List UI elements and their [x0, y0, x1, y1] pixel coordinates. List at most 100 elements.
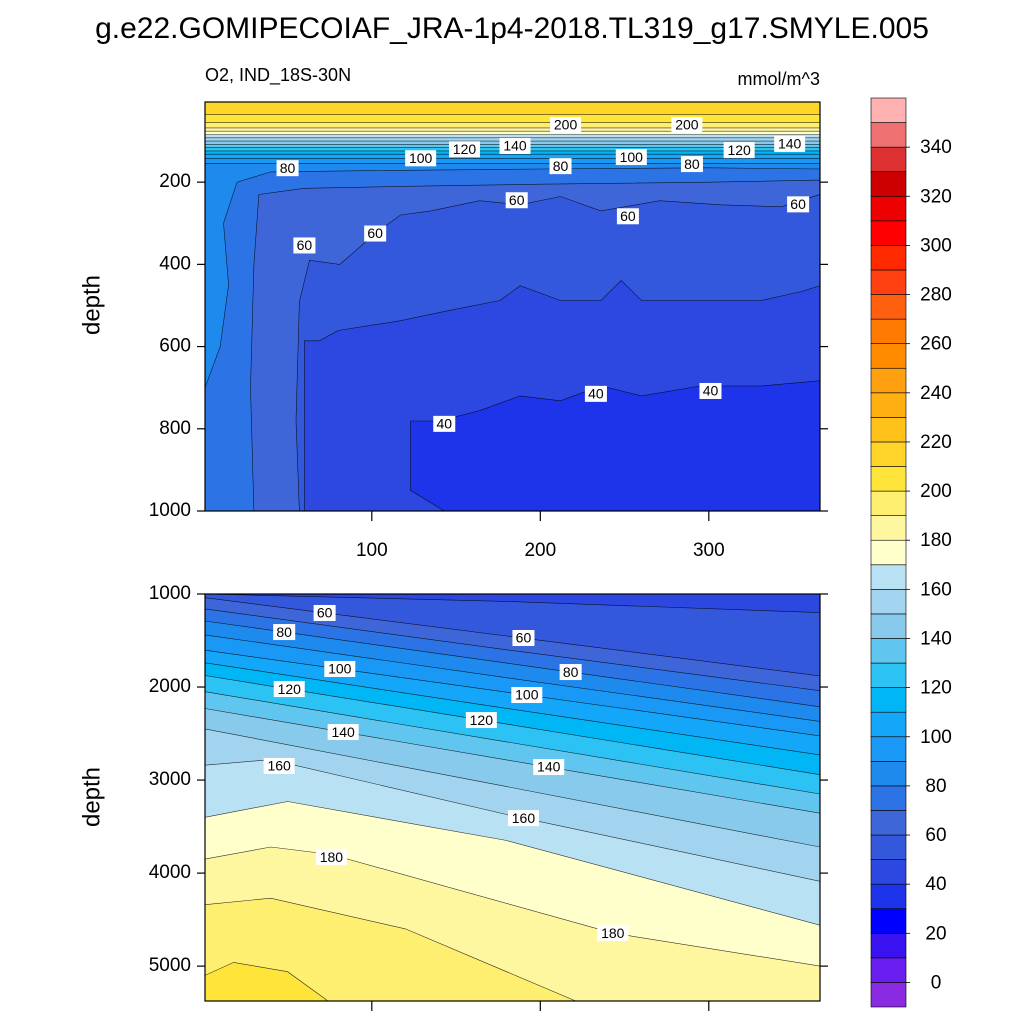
y-axis-label: depth: [78, 275, 105, 335]
contour-label: 60: [297, 237, 313, 253]
y-tick-label: 800: [159, 418, 191, 439]
colorbar-box: [870, 834, 907, 860]
colorbar-tick-label: 340: [920, 137, 952, 158]
colorbar-tick-label: 180: [920, 530, 952, 551]
colorbar-tick-label: 60: [925, 825, 946, 846]
contour-label-box: [597, 925, 629, 942]
contour-label: 100: [515, 687, 539, 703]
contour-label: 180: [320, 849, 344, 865]
colorbar-box: [870, 736, 907, 762]
contour-line: [205, 649, 820, 737]
contour-label: 140: [503, 138, 527, 154]
contour-label: 120: [278, 681, 302, 697]
contour-label-box: [584, 385, 607, 402]
y-tick-label: 2000: [149, 676, 191, 697]
y-tick-label: 400: [159, 253, 191, 274]
colorbar-box: [870, 687, 907, 713]
subtitle-left: O2, IND_18S-30N: [205, 65, 351, 86]
contour-line: [250, 179, 820, 511]
colorbar-box: [870, 957, 907, 983]
contour-label-box: [263, 758, 295, 775]
contour-label: 100: [409, 150, 433, 166]
colorbar-tick-label: 280: [920, 285, 952, 306]
colorbar-box: [870, 589, 907, 615]
contour-label-box: [273, 624, 296, 641]
contour-label: 60: [317, 605, 333, 621]
contour-label-box: [533, 759, 565, 776]
y-tick-label: 5000: [149, 955, 191, 976]
colorbar-box: [870, 761, 907, 787]
contour-label-box: [511, 687, 543, 704]
contour-label: 120: [470, 712, 494, 728]
colorbar-box: [870, 564, 907, 590]
contour-label: 60: [509, 192, 525, 208]
colorbar-tick-label: 120: [920, 678, 952, 699]
contour-label: 60: [367, 225, 383, 241]
colorbar-box: [870, 269, 907, 295]
colorbar-box: [870, 908, 907, 934]
contour-label: 80: [280, 160, 296, 176]
contour-label-box: [499, 137, 531, 154]
contour-label-box: [549, 158, 572, 175]
contour-label: 100: [328, 661, 352, 677]
contour-label-box: [774, 135, 806, 152]
contour-label-box: [465, 712, 497, 729]
y-tick-label: 200: [159, 171, 191, 192]
contour-label-box: [273, 681, 305, 698]
colorbar-box: [870, 171, 907, 197]
contour-label-box: [680, 156, 703, 173]
y-tick-label: 1000: [149, 583, 191, 604]
y-axis-label: depth: [78, 767, 105, 827]
colorbar-box: [870, 392, 907, 418]
colorbar-box: [870, 146, 907, 173]
y-tick-label: 600: [159, 336, 191, 357]
contour-line: [304, 279, 820, 511]
contour-label: 180: [601, 925, 625, 941]
colorbar-box: [870, 245, 907, 271]
colorbar-box: [870, 662, 907, 688]
y-tick-label: 3000: [149, 769, 191, 790]
contour-label: 100: [620, 149, 644, 165]
colorbar-box: [870, 122, 907, 148]
contour-label-box: [616, 208, 639, 225]
contour-label-box: [293, 237, 316, 254]
contour-label-box: [559, 664, 582, 681]
contour-label-box: [699, 382, 722, 399]
colorbar-box: [870, 417, 907, 443]
contour-label-box: [512, 630, 535, 647]
contour-label-box: [550, 117, 582, 134]
contour-fill: [205, 962, 328, 1001]
contour-label: 120: [727, 142, 751, 158]
contour-line: [205, 759, 820, 882]
x-tick-label: 200: [524, 540, 556, 561]
colorbar-tick-label: 200: [920, 481, 952, 502]
contour-line: [205, 167, 820, 511]
colorbar-box: [870, 515, 907, 541]
colorbar-tick-label: 80: [925, 776, 946, 797]
contour-label: 200: [675, 117, 699, 133]
contour-label-box: [364, 225, 387, 242]
contour-label-box: [448, 141, 480, 158]
colorbar-tick-label: 20: [925, 923, 946, 944]
colorbar-tick-label: 300: [920, 235, 952, 256]
colorbar-box: [870, 343, 907, 369]
y-tick-label: 4000: [149, 862, 191, 883]
colorbar-box: [870, 982, 907, 1008]
contour-label: 80: [684, 156, 700, 172]
colorbar-tick-label: 240: [920, 383, 952, 404]
contour-line: [205, 801, 820, 926]
contour-label-box: [671, 117, 703, 134]
colorbar-box: [870, 195, 907, 222]
contour-line: [205, 597, 820, 677]
colorbar-box: [870, 97, 907, 123]
colorbar-box: [870, 785, 907, 811]
colorbar-tick-label: 40: [925, 874, 946, 895]
x-tick-label: 100: [356, 540, 388, 561]
contour-label: 200: [554, 117, 578, 133]
contour-label-box: [433, 415, 456, 432]
contour-fill: [205, 898, 576, 1001]
subtitle-right: mmol/m^3: [738, 69, 820, 89]
contour-label: 40: [703, 383, 719, 399]
contour-label-box: [315, 849, 347, 866]
